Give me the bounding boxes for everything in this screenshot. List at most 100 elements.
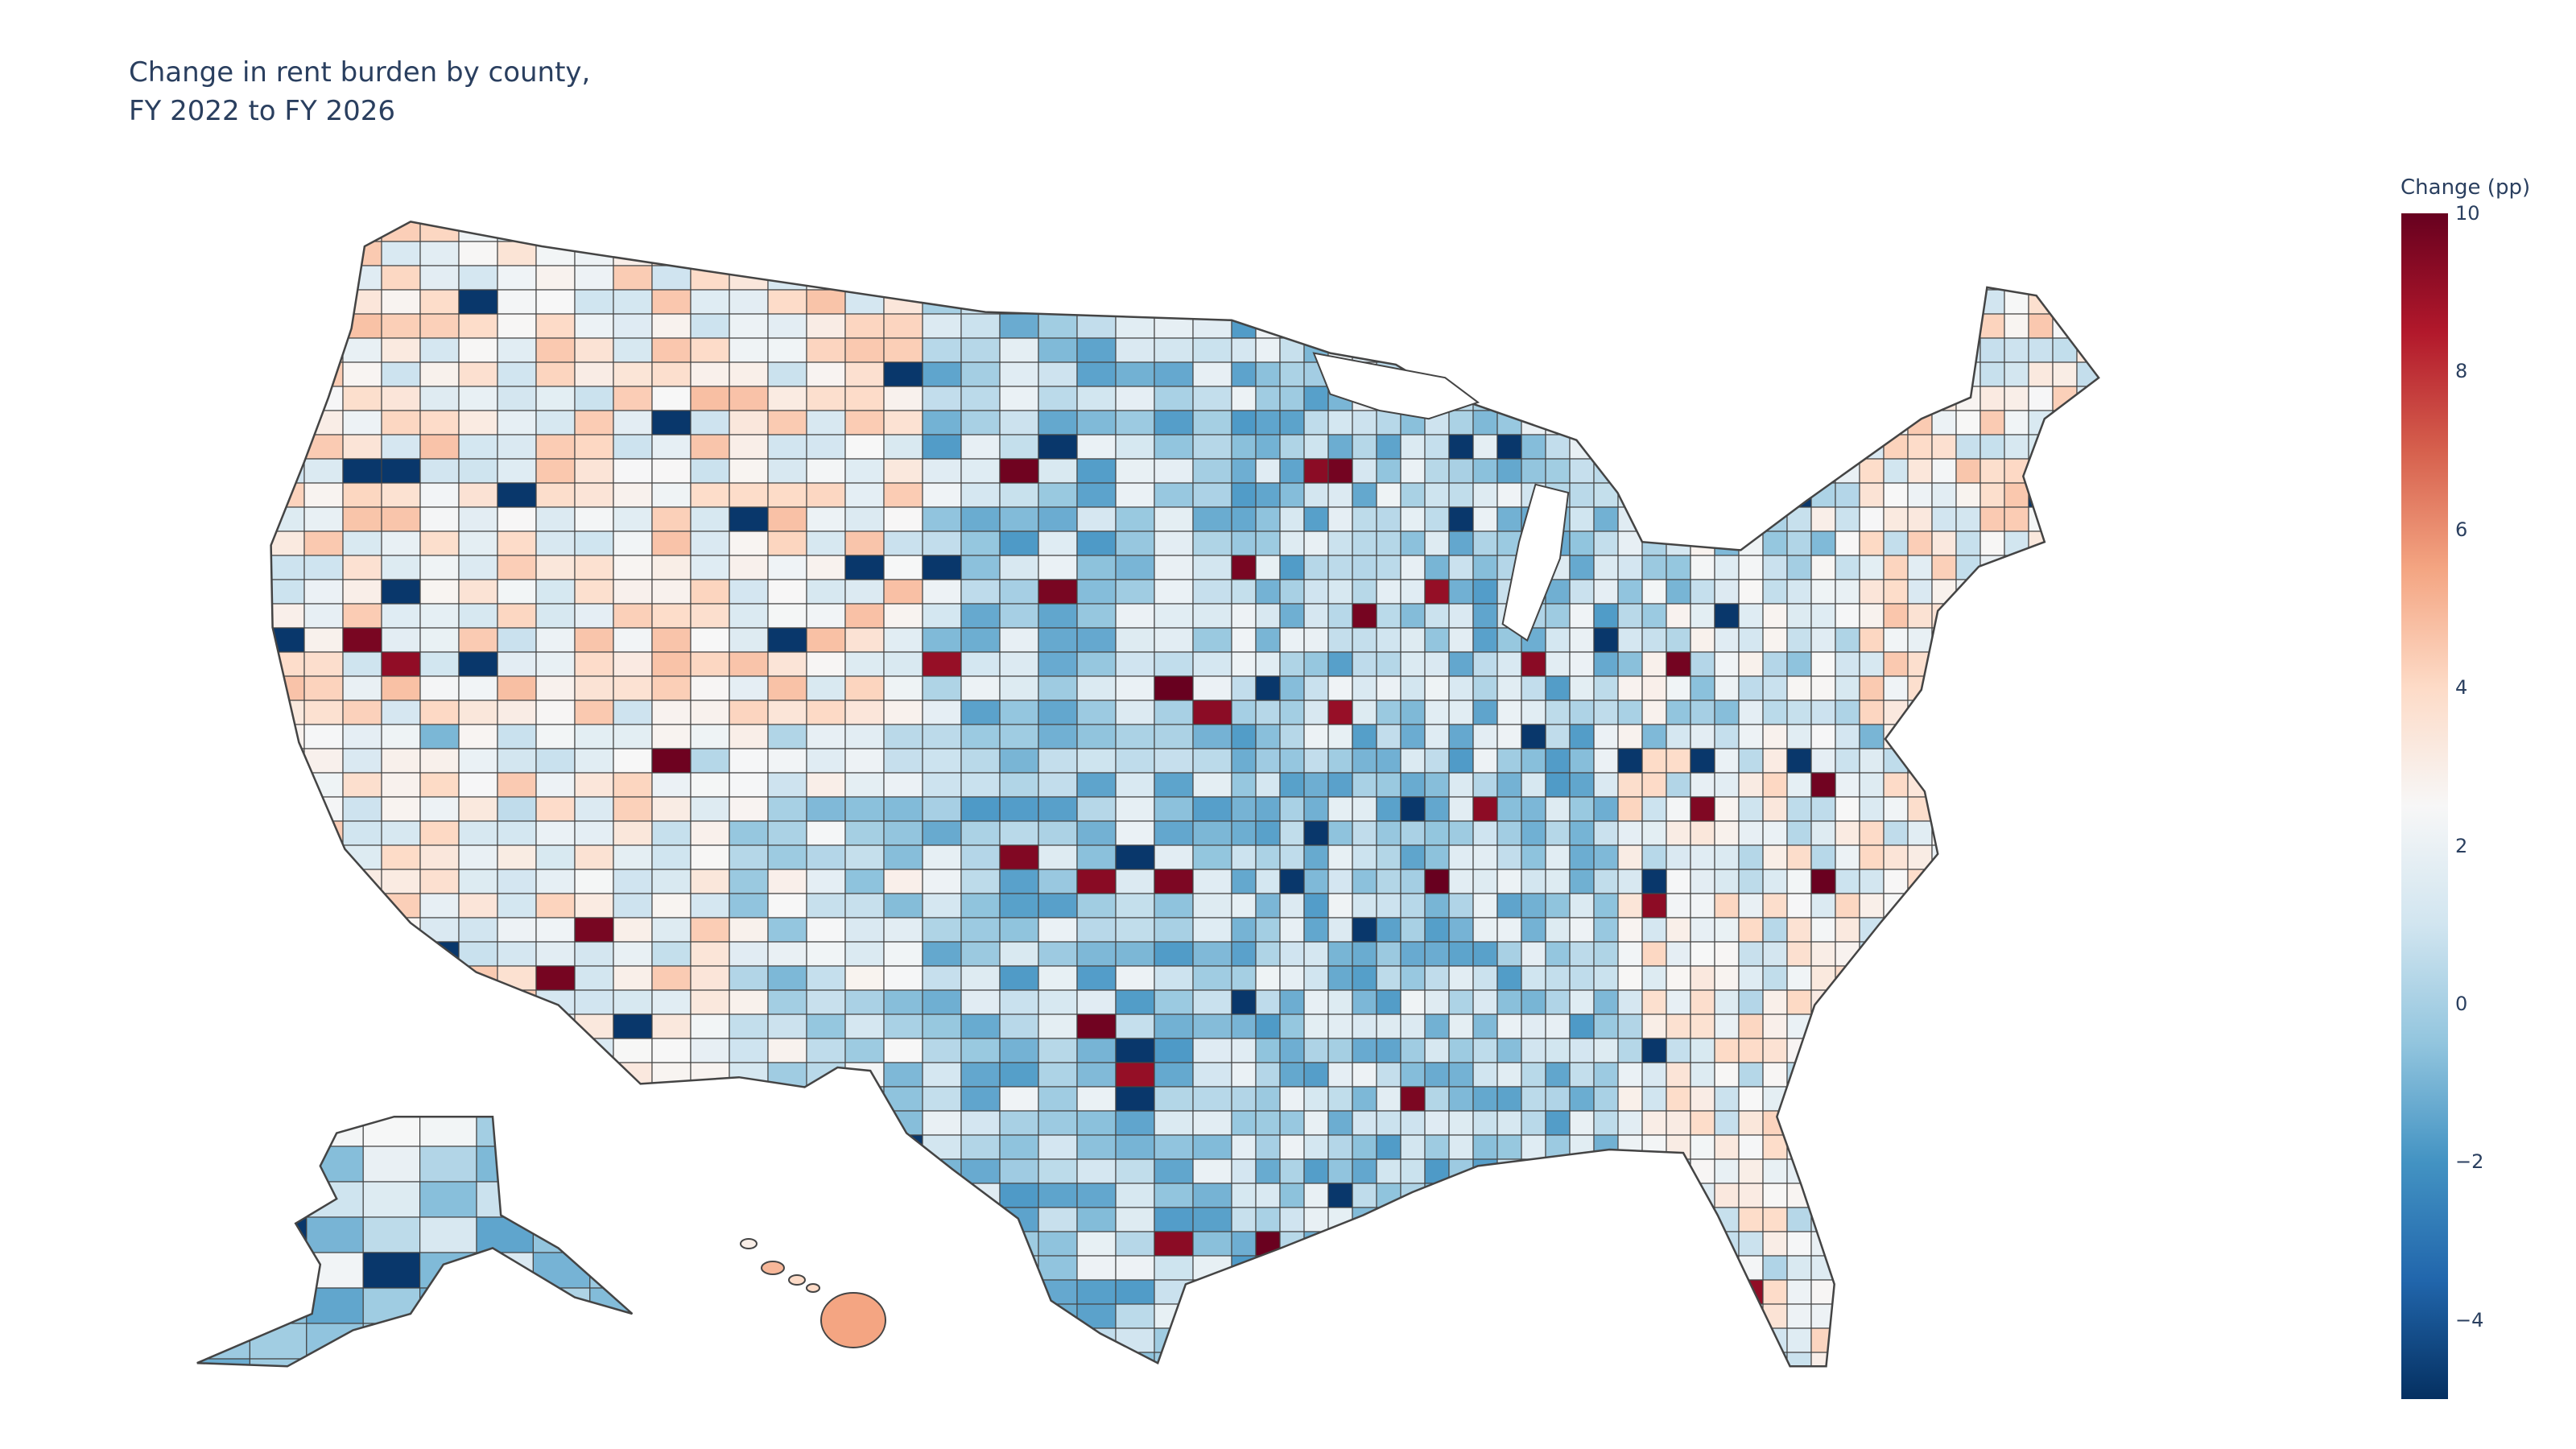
county-cell[interactable] (303, 675, 344, 701)
county-cell[interactable] (1279, 361, 1305, 387)
county-cell[interactable] (266, 579, 305, 605)
county-cell[interactable] (1569, 1352, 1595, 1377)
county-cell[interactable] (1786, 1303, 1812, 1329)
county-cell[interactable] (458, 1038, 498, 1063)
county-cell[interactable] (1714, 820, 1740, 846)
county-cell[interactable] (1192, 724, 1232, 749)
county-cell[interactable] (1690, 1038, 1715, 1063)
county-cell[interactable] (1115, 700, 1155, 725)
county-cell[interactable] (1666, 1303, 1691, 1329)
county-cell[interactable] (1955, 869, 1981, 894)
county-cell[interactable] (1038, 869, 1078, 894)
county-cell[interactable] (767, 796, 807, 822)
county-cell[interactable] (651, 1110, 691, 1136)
county-cell[interactable] (1279, 506, 1305, 532)
county-cell[interactable] (1472, 1327, 1498, 1353)
county-cell[interactable] (729, 555, 769, 580)
county-cell[interactable] (1666, 965, 1691, 991)
county-cell[interactable] (1303, 313, 1329, 339)
county-cell[interactable] (1472, 748, 1498, 774)
county-cell[interactable] (1231, 506, 1257, 532)
county-cell[interactable] (1931, 772, 1957, 798)
county-cell[interactable] (1038, 724, 1078, 749)
county-cell[interactable] (1400, 941, 1426, 967)
county-cell[interactable] (1076, 579, 1117, 605)
county-cell[interactable] (729, 1062, 769, 1088)
county-cell[interactable] (535, 555, 576, 580)
county-cell[interactable] (1076, 724, 1117, 749)
county-cell[interactable] (2076, 1279, 2101, 1305)
county-cell[interactable] (1714, 1086, 1740, 1112)
county-cell[interactable] (1593, 724, 1619, 749)
county-cell[interactable] (1786, 1207, 1812, 1232)
county-cell[interactable] (1255, 265, 1281, 291)
county-cell[interactable] (1569, 1255, 1595, 1281)
county-cell[interactable] (1448, 217, 1474, 242)
county-cell[interactable] (1472, 265, 1498, 291)
county-cell[interactable] (960, 458, 1001, 484)
county-cell[interactable] (1115, 458, 1155, 484)
county-cell[interactable] (1714, 724, 1740, 749)
county-cell[interactable] (1690, 1255, 1715, 1281)
county-cell[interactable] (1521, 917, 1546, 943)
county-cell[interactable] (1255, 724, 1281, 749)
county-cell[interactable] (1859, 651, 1885, 677)
county-cell[interactable] (1690, 989, 1715, 1015)
county-cell[interactable] (497, 386, 537, 411)
county-cell[interactable] (1424, 458, 1450, 484)
county-cell[interactable] (1810, 1352, 1836, 1377)
county-cell[interactable] (1931, 869, 1957, 894)
county-cell[interactable] (613, 772, 653, 798)
county-cell[interactable] (1690, 844, 1715, 870)
county-cell[interactable] (1376, 1352, 1402, 1377)
county-cell[interactable] (2076, 313, 2101, 339)
county-cell[interactable] (1569, 1279, 1595, 1305)
county-cell[interactable] (1907, 603, 1933, 629)
county-cell[interactable] (1835, 1134, 1860, 1160)
county-cell[interactable] (1762, 1134, 1788, 1160)
county-cell[interactable] (2101, 1135, 2125, 1159)
county-cell[interactable] (2004, 265, 2029, 291)
county-cell[interactable] (1115, 675, 1155, 701)
county-cell[interactable] (1955, 675, 1981, 701)
county-cell[interactable] (1810, 820, 1836, 846)
county-cell[interactable] (1448, 917, 1474, 943)
county-cell[interactable] (999, 748, 1039, 774)
county-cell[interactable] (1690, 579, 1715, 605)
county-cell[interactable] (1786, 579, 1812, 605)
county-cell[interactable] (1666, 313, 1691, 339)
county-cell[interactable] (1593, 386, 1619, 411)
county-cell[interactable] (1352, 530, 1377, 556)
county-cell[interactable] (1279, 313, 1305, 339)
county-cell[interactable] (2101, 531, 2125, 555)
county-cell[interactable] (883, 772, 923, 798)
county-cell[interactable] (497, 1110, 537, 1136)
county-cell[interactable] (844, 1158, 885, 1184)
county-cell[interactable] (1472, 1062, 1498, 1088)
county-cell[interactable] (1641, 458, 1667, 484)
county-cell[interactable] (1076, 434, 1117, 460)
county-cell[interactable] (690, 603, 730, 629)
county-cell[interactable] (342, 796, 382, 822)
county-cell[interactable] (1352, 796, 1377, 822)
county-cell[interactable] (806, 410, 846, 436)
county-cell[interactable] (844, 241, 885, 266)
county-cell[interactable] (1810, 675, 1836, 701)
county-cell[interactable] (1979, 1303, 2005, 1329)
county-cell[interactable] (1472, 1110, 1498, 1136)
county-cell[interactable] (729, 289, 769, 315)
county-cell[interactable] (1786, 989, 1812, 1015)
county-cell[interactable] (1641, 820, 1667, 846)
county-cell[interactable] (806, 1255, 846, 1281)
county-cell[interactable] (1279, 1062, 1305, 1088)
county-cell[interactable] (922, 1134, 962, 1160)
county-cell[interactable] (1424, 796, 1450, 822)
county-cell[interactable] (1424, 1207, 1450, 1232)
county-cell[interactable] (1810, 869, 1836, 894)
county-cell[interactable] (1907, 965, 1933, 991)
county-cell[interactable] (497, 217, 537, 242)
county-cell[interactable] (1521, 1352, 1546, 1377)
county-cell[interactable] (1666, 796, 1691, 822)
county-cell[interactable] (1038, 1352, 1078, 1377)
county-cell[interactable] (844, 965, 885, 991)
